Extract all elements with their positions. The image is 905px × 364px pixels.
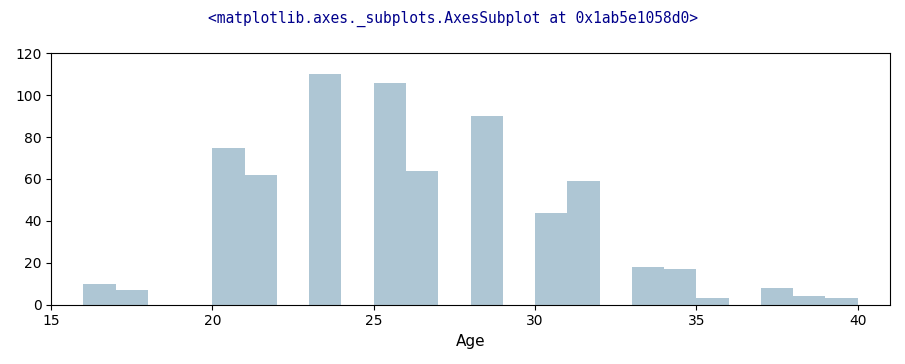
Bar — [116, 290, 148, 305]
Bar — [761, 288, 793, 305]
Bar — [213, 147, 244, 305]
Bar — [374, 83, 406, 305]
Bar — [471, 116, 503, 305]
Bar — [697, 298, 729, 305]
Text: <matplotlib.axes._subplots.AxesSubplot at 0x1ab5e1058d0>: <matplotlib.axes._subplots.AxesSubplot a… — [207, 11, 698, 27]
Bar — [83, 284, 116, 305]
Bar — [664, 269, 697, 305]
Bar — [244, 175, 277, 305]
Bar — [825, 298, 858, 305]
Bar — [793, 296, 825, 305]
Bar — [567, 181, 600, 305]
Bar — [535, 213, 567, 305]
Bar — [406, 171, 438, 305]
Bar — [310, 74, 341, 305]
Bar — [632, 267, 664, 305]
X-axis label: Age: Age — [456, 334, 485, 349]
